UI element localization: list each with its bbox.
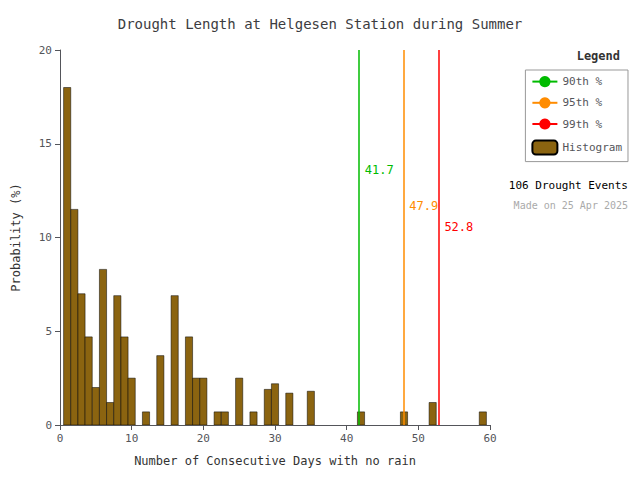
- svg-text:52.8: 52.8: [444, 220, 473, 234]
- svg-text:41.7: 41.7: [365, 163, 394, 177]
- svg-text:5: 5: [45, 325, 52, 338]
- svg-text:20: 20: [39, 44, 52, 57]
- svg-text:0: 0: [45, 419, 52, 432]
- svg-text:30: 30: [268, 432, 281, 445]
- svg-text:99th %: 99th %: [562, 118, 602, 131]
- svg-text:Drought Length at Helgesen Sta: Drought Length at Helgesen Station durin…: [118, 16, 523, 32]
- svg-text:Number of Consecutive Days wit: Number of Consecutive Days with no rain: [134, 454, 416, 468]
- svg-text:60: 60: [483, 432, 496, 445]
- svg-text:10: 10: [125, 432, 138, 445]
- svg-text:106 Drought Events: 106 Drought Events: [509, 179, 628, 192]
- svg-text:20: 20: [197, 432, 210, 445]
- svg-text:40: 40: [340, 432, 353, 445]
- svg-text:50: 50: [412, 432, 425, 445]
- svg-text:90th %: 90th %: [562, 75, 602, 88]
- svg-text:Made on 25 Apr 2025: Made on 25 Apr 2025: [514, 200, 628, 211]
- svg-text:Legend: Legend: [577, 49, 620, 63]
- svg-text:0: 0: [57, 432, 64, 445]
- svg-text:15: 15: [39, 137, 52, 150]
- svg-text:10: 10: [39, 231, 52, 244]
- svg-text:Histogram: Histogram: [562, 141, 622, 154]
- svg-text:47.9: 47.9: [409, 199, 438, 213]
- svg-text:Probability (%): Probability (%): [9, 183, 23, 291]
- svg-text:95th %: 95th %: [562, 96, 602, 109]
